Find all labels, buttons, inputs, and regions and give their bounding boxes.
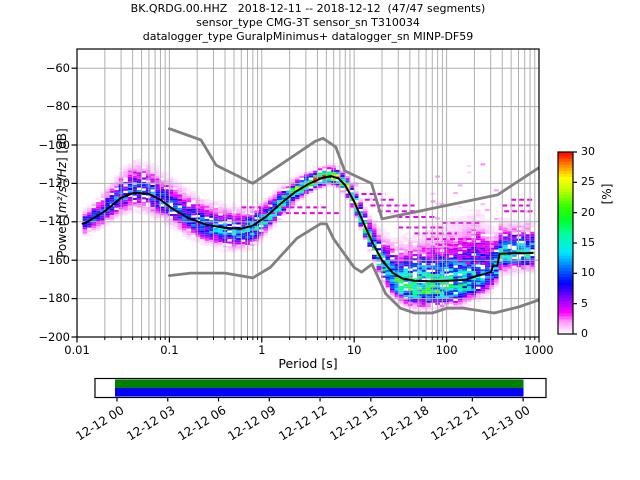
y-tick-label: −60 [45, 60, 70, 75]
plot-title-line2: sensor_type CMG-3T sensor_sn T310034 [196, 16, 420, 29]
colorbar-label: [%] [600, 183, 614, 205]
y-tick-label: −120 [38, 175, 70, 190]
x-axis-label: Period [s] [278, 356, 338, 371]
x-tick-label: 1000 [524, 343, 554, 357]
colorbar-tick-label: 25 [581, 175, 595, 189]
colorbar-tick-label: 5 [581, 296, 588, 310]
y-tick-label: −200 [38, 329, 70, 344]
y-tick-label: −80 [45, 99, 70, 114]
colorbar-tick-label: 30 [581, 145, 595, 158]
y-tick-label: −160 [38, 252, 70, 267]
x-tick-label: 0.1 [160, 343, 179, 357]
x-tick-label: 0.01 [64, 343, 90, 357]
y-tick-label: −180 [38, 291, 70, 306]
colorbar-tick-label: 0 [581, 327, 588, 340]
plot-title-line3: datalogger_type GuralpMinimus+ datalogge… [142, 30, 474, 43]
y-tick-label: −140 [38, 214, 70, 229]
x-tick-label: 1 [258, 343, 266, 357]
x-tick-label: 100 [435, 343, 458, 357]
y-tick-label: −100 [38, 137, 70, 152]
plot-title-line1: BK.QRDG.00.HHZ 2018-12-11 -- 2018-12-12 … [130, 2, 486, 15]
colorbar-tick-label: 15 [581, 236, 595, 249]
colorbar-tick-label: 10 [581, 266, 595, 280]
x-tick-label: 10 [346, 343, 362, 357]
colorbar-tick-label: 20 [581, 205, 595, 219]
